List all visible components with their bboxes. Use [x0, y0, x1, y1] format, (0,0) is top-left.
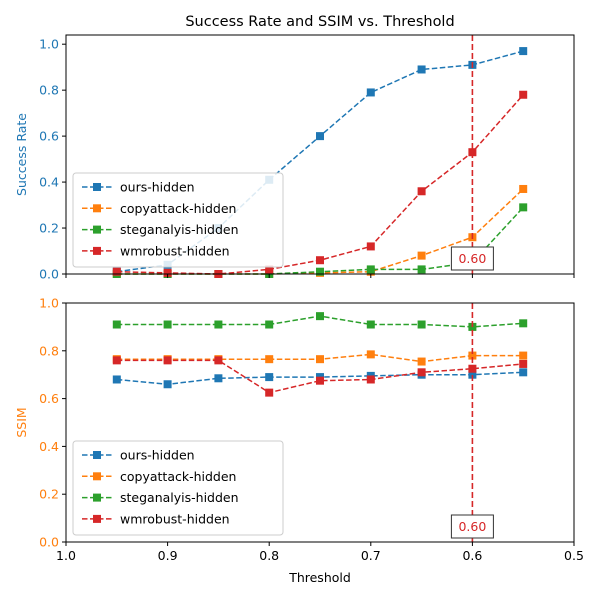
- legend-label: ours-hidden: [120, 180, 195, 195]
- data-point: [417, 368, 426, 377]
- threshold-annotation-box: [450, 514, 494, 539]
- legend-label: wmrobust-hidden: [120, 511, 230, 526]
- data-point: [519, 184, 528, 193]
- data-point: [468, 370, 477, 379]
- data-point: [366, 375, 375, 384]
- y-tick-label: 0.4: [39, 439, 59, 454]
- data-point: [316, 312, 324, 321]
- x-tick-label: 0.8: [259, 548, 279, 563]
- y-tick-label: 0.6: [39, 391, 59, 406]
- chart-title: Success Rate and SSIM vs. Threshold: [185, 14, 454, 30]
- data-point: [163, 268, 172, 277]
- data-point: [366, 242, 375, 251]
- data-point: [265, 388, 274, 397]
- x-tick-label: 0.5: [564, 548, 584, 563]
- y-tick-label: 1.0: [39, 37, 59, 52]
- data-point: [316, 132, 324, 141]
- y-tick-label: 0.0: [39, 535, 59, 550]
- panel-ssim: 0.0 0.2 0.4 0.6 0.8 1.0 1.0 0.9 0.8 0.7 0.6 0.5 SSIM…: [14, 296, 584, 564]
- x-tick-label: 1.0: [56, 548, 76, 563]
- data-point: [366, 350, 375, 359]
- data-point: [519, 90, 528, 99]
- data-point: [519, 47, 528, 56]
- data-point: [519, 319, 528, 328]
- legend-marker: [93, 451, 101, 459]
- data-point: [265, 355, 274, 364]
- data-point: [163, 356, 172, 365]
- series-line-wmrobust-hidden: [116, 359, 524, 394]
- data-point: [316, 355, 324, 364]
- data-point: [112, 267, 121, 276]
- data-point: [519, 351, 528, 360]
- panel-success: 0.0 0.2 0.4 0.6 0.8 1.0 Success Rate ours-hidde…: [14, 34, 575, 282]
- data-point: [519, 368, 528, 377]
- legend-marker: [93, 246, 101, 255]
- x-tick-label: 0.6: [462, 548, 482, 563]
- data-point: [265, 320, 274, 329]
- y-axis-label: SSIM: [14, 407, 29, 437]
- y-tick-label: 0.2: [39, 487, 59, 502]
- legend-marker: [93, 472, 101, 481]
- data-point: [366, 265, 375, 274]
- x-axis-label: Threshold: [288, 570, 351, 585]
- legend: [72, 440, 284, 536]
- data-point: [112, 375, 121, 384]
- y-tick-label: 0.8: [39, 83, 59, 98]
- legend: [72, 172, 284, 268]
- data-point: [468, 351, 477, 360]
- legend-marker: [93, 183, 101, 191]
- data-point: [316, 267, 324, 276]
- threshold-annotation-box: [450, 246, 494, 271]
- legend-label: wmrobust-hidden: [120, 243, 230, 258]
- y-tick-label: 0.8: [39, 343, 59, 358]
- data-point: [265, 265, 274, 274]
- data-point: [417, 187, 426, 196]
- data-point: [417, 251, 426, 260]
- data-point: [214, 320, 223, 329]
- data-point: [163, 320, 172, 329]
- x-tick-label: 0.7: [361, 548, 381, 563]
- axes-frame: [65, 34, 575, 275]
- legend-label: ours-hidden: [120, 448, 195, 463]
- data-point: [265, 373, 274, 382]
- data-point: [214, 374, 223, 383]
- y-tick-label: 0.6: [39, 129, 59, 144]
- legend-label: copyattack-hidden: [120, 469, 236, 484]
- legend-marker: [93, 514, 101, 523]
- data-point: [163, 380, 172, 389]
- legend-label: steganalyis-hidden: [120, 222, 239, 237]
- y-tick-label: 0.2: [39, 221, 59, 236]
- data-point: [417, 65, 426, 74]
- data-point: [417, 320, 426, 329]
- data-point: [519, 359, 528, 368]
- legend-label: steganalyis-hidden: [120, 490, 239, 505]
- data-point: [366, 88, 375, 97]
- data-point: [366, 320, 375, 329]
- y-tick-label: 0.0: [39, 267, 59, 282]
- legend-marker: [93, 225, 101, 234]
- data-point: [112, 356, 121, 365]
- legend-label: copyattack-hidden: [120, 201, 236, 216]
- data-point: [417, 357, 426, 366]
- data-point: [316, 376, 324, 385]
- legend-marker: [93, 493, 101, 502]
- y-tick-label: 0.4: [39, 175, 59, 190]
- threshold-annotation-label: 0.60: [458, 519, 486, 534]
- data-point: [214, 356, 223, 365]
- threshold-annotation-label: 0.60: [458, 251, 486, 266]
- data-point: [112, 320, 121, 329]
- axes-frame: [65, 302, 575, 543]
- x-tick-label: 0.9: [158, 548, 178, 563]
- y-axis-label: Success Rate: [14, 113, 29, 196]
- data-point: [316, 256, 324, 265]
- data-point: [417, 265, 426, 274]
- y-tick-label: 1.0: [39, 296, 59, 311]
- data-point: [519, 203, 528, 212]
- legend-marker: [93, 204, 101, 213]
